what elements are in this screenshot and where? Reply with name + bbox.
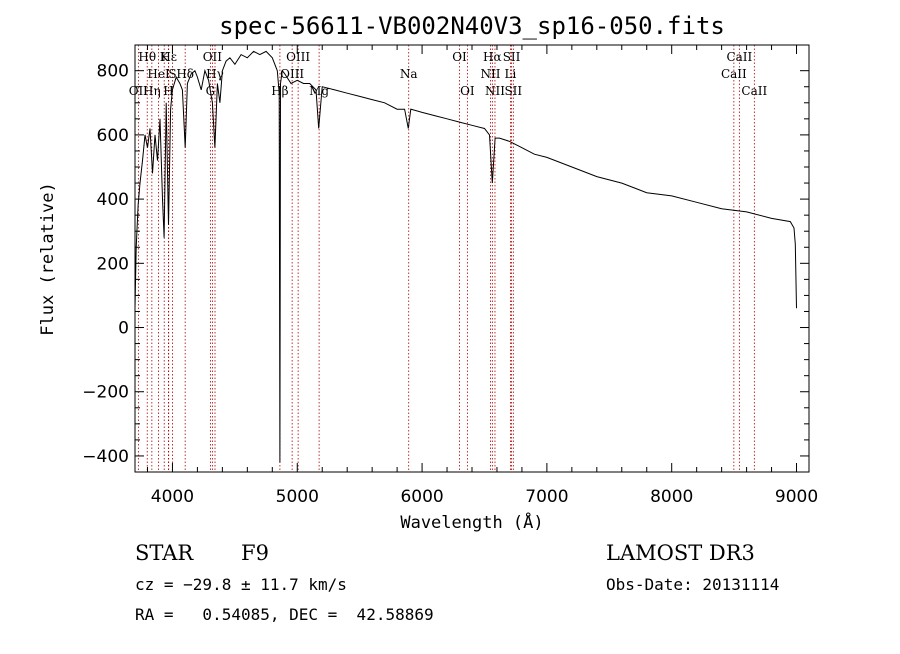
line-label-2: Hη [143, 84, 161, 98]
line-label-13: OIII [280, 67, 304, 81]
y-tick-label: −200 [82, 383, 129, 403]
line-label-26: CaII [726, 50, 752, 64]
line-label-22: SII [503, 50, 521, 64]
line-label-27: CaII [741, 84, 767, 98]
plot-frame [134, 44, 810, 473]
y-tick-label: 400 [97, 190, 129, 210]
line-label-19: Hα [483, 50, 502, 64]
line-label-17: OI [452, 50, 467, 64]
line-label-6: Hε [160, 50, 177, 64]
x-tick-label: 5000 [276, 487, 319, 507]
line-label-1: OII [129, 84, 149, 98]
line-label-5: H [163, 84, 173, 98]
line-label-10: Hγ [206, 67, 224, 81]
line-label-23: Li [505, 67, 517, 81]
line-label-4: K [160, 50, 170, 64]
line-label-16: Na [400, 67, 418, 81]
redshift-cz: cz = −29.8 ± 11.7 km/s [135, 575, 347, 594]
line-label-21: NII [485, 84, 505, 98]
y-axis-ticks: −400 −200 0 200 400 600 800 [82, 62, 809, 467]
y-axis-label: Flux (relative) [38, 182, 58, 336]
spectrum-line [134, 50, 797, 463]
subclass: F9 [241, 541, 269, 565]
obs-date: Obs-Date: 20131114 [606, 575, 779, 594]
survey-name: LAMOST DR3 [606, 541, 755, 565]
x-tick-label: 6000 [400, 487, 443, 507]
y-tick-label: 0 [118, 319, 129, 339]
coordinates: RA = 0.54085, DEC = 42.58869 [135, 605, 434, 624]
y-tick-label: 200 [97, 254, 129, 274]
x-tick-label: 4000 [151, 487, 194, 507]
line-label-3: HeI [147, 67, 170, 81]
line-label-9: OII [203, 50, 223, 64]
line-label-25: CaII [721, 67, 747, 81]
object-type: STAR [135, 541, 194, 565]
chart-title: spec-56611-VB002N40V3_sp16-050.fits [219, 12, 725, 40]
line-label-0: Hθ [138, 50, 156, 64]
y-tick-label: 600 [97, 126, 129, 146]
line-label-12: Hβ [271, 84, 288, 98]
line-label-14: OIII [286, 50, 310, 64]
line-label-24: SII [504, 84, 522, 98]
line-label-7: S [168, 67, 176, 81]
x-tick-label: 7000 [525, 487, 568, 507]
y-tick-label: −400 [82, 447, 129, 467]
line-label-20: NII [480, 67, 500, 81]
x-axis-ticks: 4000 5000 6000 7000 8000 9000 [146, 45, 818, 507]
x-axis-label: Wavelength (Å) [400, 511, 543, 533]
y-tick-label: 800 [97, 62, 129, 82]
spectral-line-markers [137, 45, 755, 472]
x-tick-label: 8000 [650, 487, 693, 507]
x-tick-label: 9000 [775, 487, 818, 507]
line-label-18: OI [460, 84, 475, 98]
